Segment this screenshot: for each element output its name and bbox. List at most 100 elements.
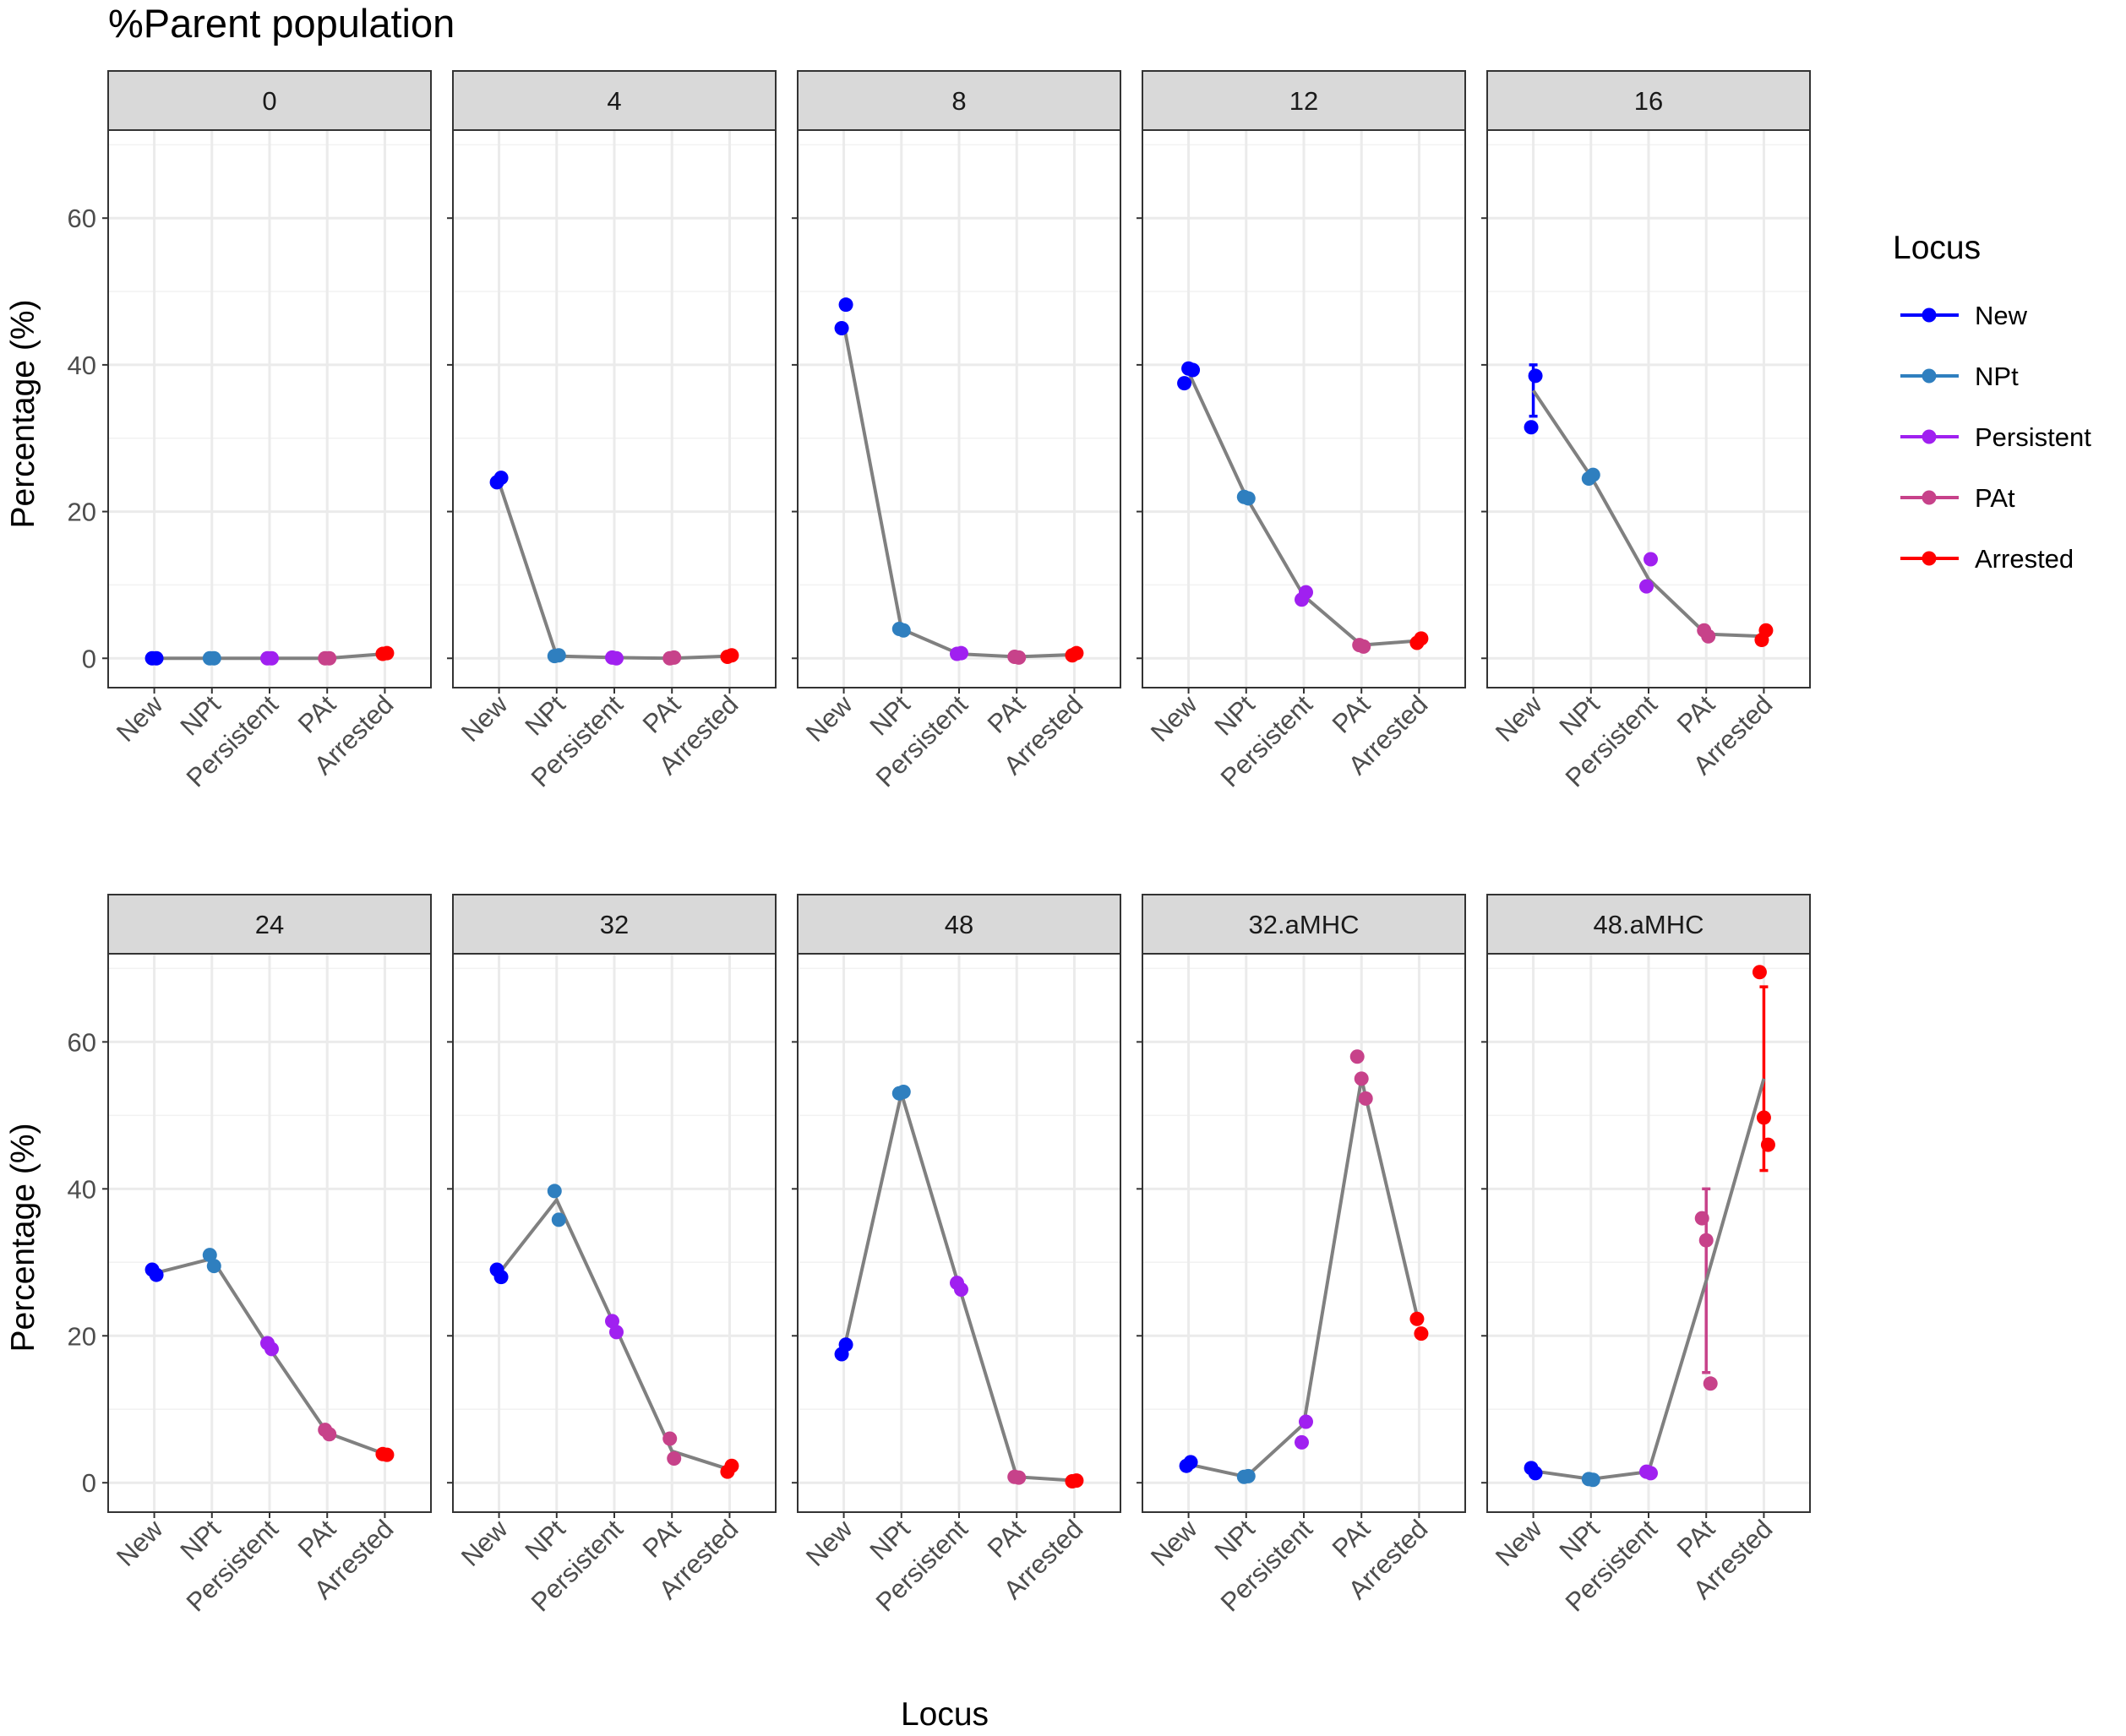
facet-strip-label: 32.aMHC (1249, 910, 1360, 939)
legend-point (1922, 429, 1937, 444)
data-point-new (493, 471, 509, 486)
data-point-npt (896, 623, 911, 638)
data-point-npt (1585, 467, 1600, 482)
data-point-persistent (609, 1325, 624, 1340)
facet-strip-label: 0 (262, 86, 276, 116)
data-point-arrested (1760, 1137, 1775, 1152)
data-point-persistent (264, 1341, 279, 1357)
data-point-new (838, 297, 853, 313)
data-point-pat (1011, 1470, 1027, 1485)
data-point-pat (667, 650, 682, 665)
data-point-pat (1349, 1049, 1365, 1064)
data-point-arrested (379, 645, 395, 661)
data-point-arrested (1758, 623, 1774, 638)
x-tick-label: New (111, 1514, 169, 1572)
legend-point (1922, 490, 1937, 505)
data-point-arrested (379, 1447, 395, 1462)
y-tick-label: 60 (68, 204, 96, 233)
data-point-pat (662, 1431, 678, 1446)
x-tick-label: PAt (292, 1514, 342, 1564)
data-point-pat (667, 1451, 682, 1467)
chart-title: %Parent population (108, 1, 455, 46)
legend-key-arrested: Arrested (1900, 544, 2074, 574)
y-tick-label: 0 (82, 1468, 96, 1498)
data-point-new (1528, 368, 1543, 384)
data-point-pat (1698, 1233, 1714, 1248)
legend-key-npt: NPt (1900, 362, 2019, 391)
x-tick-label: New (111, 689, 169, 748)
data-point-arrested (1752, 965, 1767, 980)
data-point-pat (1701, 629, 1716, 644)
data-point-npt (551, 648, 566, 663)
x-tick-label: PAt (1671, 1514, 1721, 1564)
data-point-pat (1694, 1211, 1709, 1226)
data-point-arrested (1414, 631, 1429, 646)
data-point-npt (1240, 491, 1256, 506)
data-point-new (1524, 420, 1539, 435)
data-point-arrested (724, 1458, 739, 1473)
x-tick-label: New (800, 1514, 859, 1572)
data-point-pat (1356, 639, 1371, 654)
facet-strip (797, 70, 1121, 131)
data-point-arrested (1409, 1311, 1425, 1326)
facet-strip (1486, 894, 1811, 955)
legend-title: Locus (1893, 230, 1981, 266)
y-tick-label: 40 (68, 351, 96, 380)
y-tick-label: 20 (68, 1321, 96, 1351)
y-tick-label: 40 (68, 1174, 96, 1204)
x-tick-label: New (1145, 689, 1203, 748)
legend-point (1922, 551, 1937, 566)
x-tick-label: New (1490, 689, 1548, 748)
x-tick-label: PAt (1671, 689, 1721, 739)
data-point-persistent (1299, 1414, 1313, 1429)
legend-point (1922, 307, 1937, 323)
facet-strip-label: 16 (1634, 86, 1663, 116)
data-point-npt (896, 1085, 911, 1100)
data-point-persistent (954, 1282, 968, 1297)
facet-strip (107, 894, 432, 955)
data-point-new (1177, 376, 1192, 391)
x-tick-label: New (1145, 1514, 1203, 1572)
y-axis-title-bottom-row: Percentage (%) (5, 1124, 41, 1352)
legend-key-new: New (1900, 301, 2028, 330)
data-point-arrested (724, 648, 739, 663)
facet-strip-label: 32 (600, 910, 629, 939)
facet-strip-label: 8 (951, 86, 966, 116)
data-point-new (493, 1270, 509, 1285)
data-point-arrested (1756, 1110, 1771, 1125)
x-tick-label: PAt (1327, 1514, 1376, 1564)
x-tick-label: PAt (292, 689, 342, 739)
data-point-pat (322, 1427, 337, 1442)
data-point-persistent (954, 645, 968, 661)
data-point-npt (551, 1212, 566, 1227)
x-tick-label: New (455, 1514, 514, 1572)
data-point-new (1528, 1466, 1543, 1481)
facet-strip-label: 48 (945, 910, 973, 939)
legend-label: PAt (1975, 483, 2015, 513)
legend: Locus New NPt Persistent PAt Arrested (1893, 230, 2091, 574)
data-point-pat (1354, 1071, 1369, 1086)
data-point-persistent (1299, 585, 1313, 600)
x-tick-label: New (1490, 1514, 1548, 1572)
data-point-new (149, 650, 164, 666)
facet-strip (797, 894, 1121, 955)
data-point-npt (202, 1248, 217, 1263)
x-tick-label: PAt (982, 1514, 1032, 1564)
data-point-npt (206, 1259, 221, 1274)
facet-strip-label: 24 (255, 910, 284, 939)
data-point-npt (206, 650, 221, 666)
data-point-persistent (1639, 579, 1654, 594)
legend-label: New (1975, 301, 2028, 330)
data-point-new (149, 1267, 164, 1282)
facet-strip (452, 70, 777, 131)
legend-key-persistent: Persistent (1900, 422, 2091, 452)
data-point-persistent (1644, 552, 1658, 567)
legend-label: Persistent (1975, 422, 2091, 452)
